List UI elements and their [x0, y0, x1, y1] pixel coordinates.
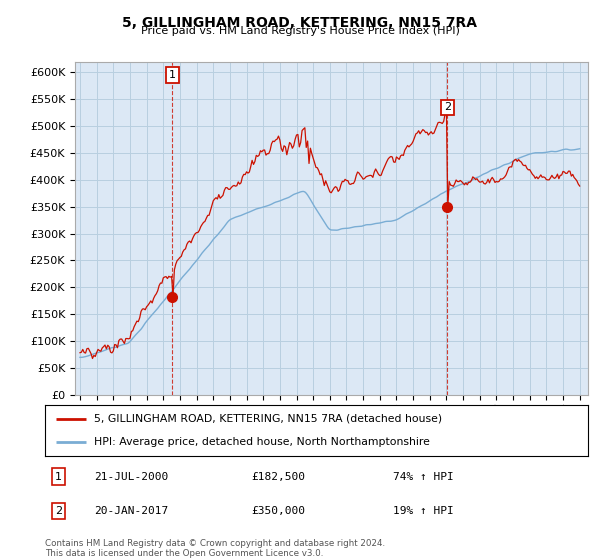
Text: £350,000: £350,000: [251, 506, 305, 516]
Text: 20-JAN-2017: 20-JAN-2017: [94, 506, 168, 516]
Text: 21-JUL-2000: 21-JUL-2000: [94, 472, 168, 482]
Text: 2: 2: [443, 102, 451, 113]
Text: 1: 1: [169, 70, 176, 80]
Text: 5, GILLINGHAM ROAD, KETTERING, NN15 7RA (detached house): 5, GILLINGHAM ROAD, KETTERING, NN15 7RA …: [94, 414, 442, 424]
Text: Contains HM Land Registry data © Crown copyright and database right 2024.
This d: Contains HM Land Registry data © Crown c…: [45, 539, 385, 558]
Text: HPI: Average price, detached house, North Northamptonshire: HPI: Average price, detached house, Nort…: [94, 437, 430, 447]
Text: £182,500: £182,500: [251, 472, 305, 482]
Text: 74% ↑ HPI: 74% ↑ HPI: [392, 472, 453, 482]
Text: 5, GILLINGHAM ROAD, KETTERING, NN15 7RA: 5, GILLINGHAM ROAD, KETTERING, NN15 7RA: [122, 16, 478, 30]
Text: 1: 1: [55, 472, 62, 482]
Text: 19% ↑ HPI: 19% ↑ HPI: [392, 506, 453, 516]
Text: 2: 2: [55, 506, 62, 516]
Text: Price paid vs. HM Land Registry's House Price Index (HPI): Price paid vs. HM Land Registry's House …: [140, 26, 460, 36]
